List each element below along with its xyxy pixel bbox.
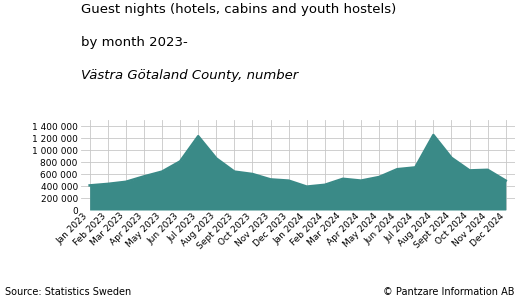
Text: Source: Statistics Sweden: Source: Statistics Sweden xyxy=(5,287,132,297)
Text: by month 2023-: by month 2023- xyxy=(81,36,187,49)
Text: © Pantzare Information AB: © Pantzare Information AB xyxy=(383,287,515,297)
Text: Västra Götaland County, number: Västra Götaland County, number xyxy=(81,69,298,82)
Text: Guest nights (hotels, cabins and youth hostels): Guest nights (hotels, cabins and youth h… xyxy=(81,3,396,16)
